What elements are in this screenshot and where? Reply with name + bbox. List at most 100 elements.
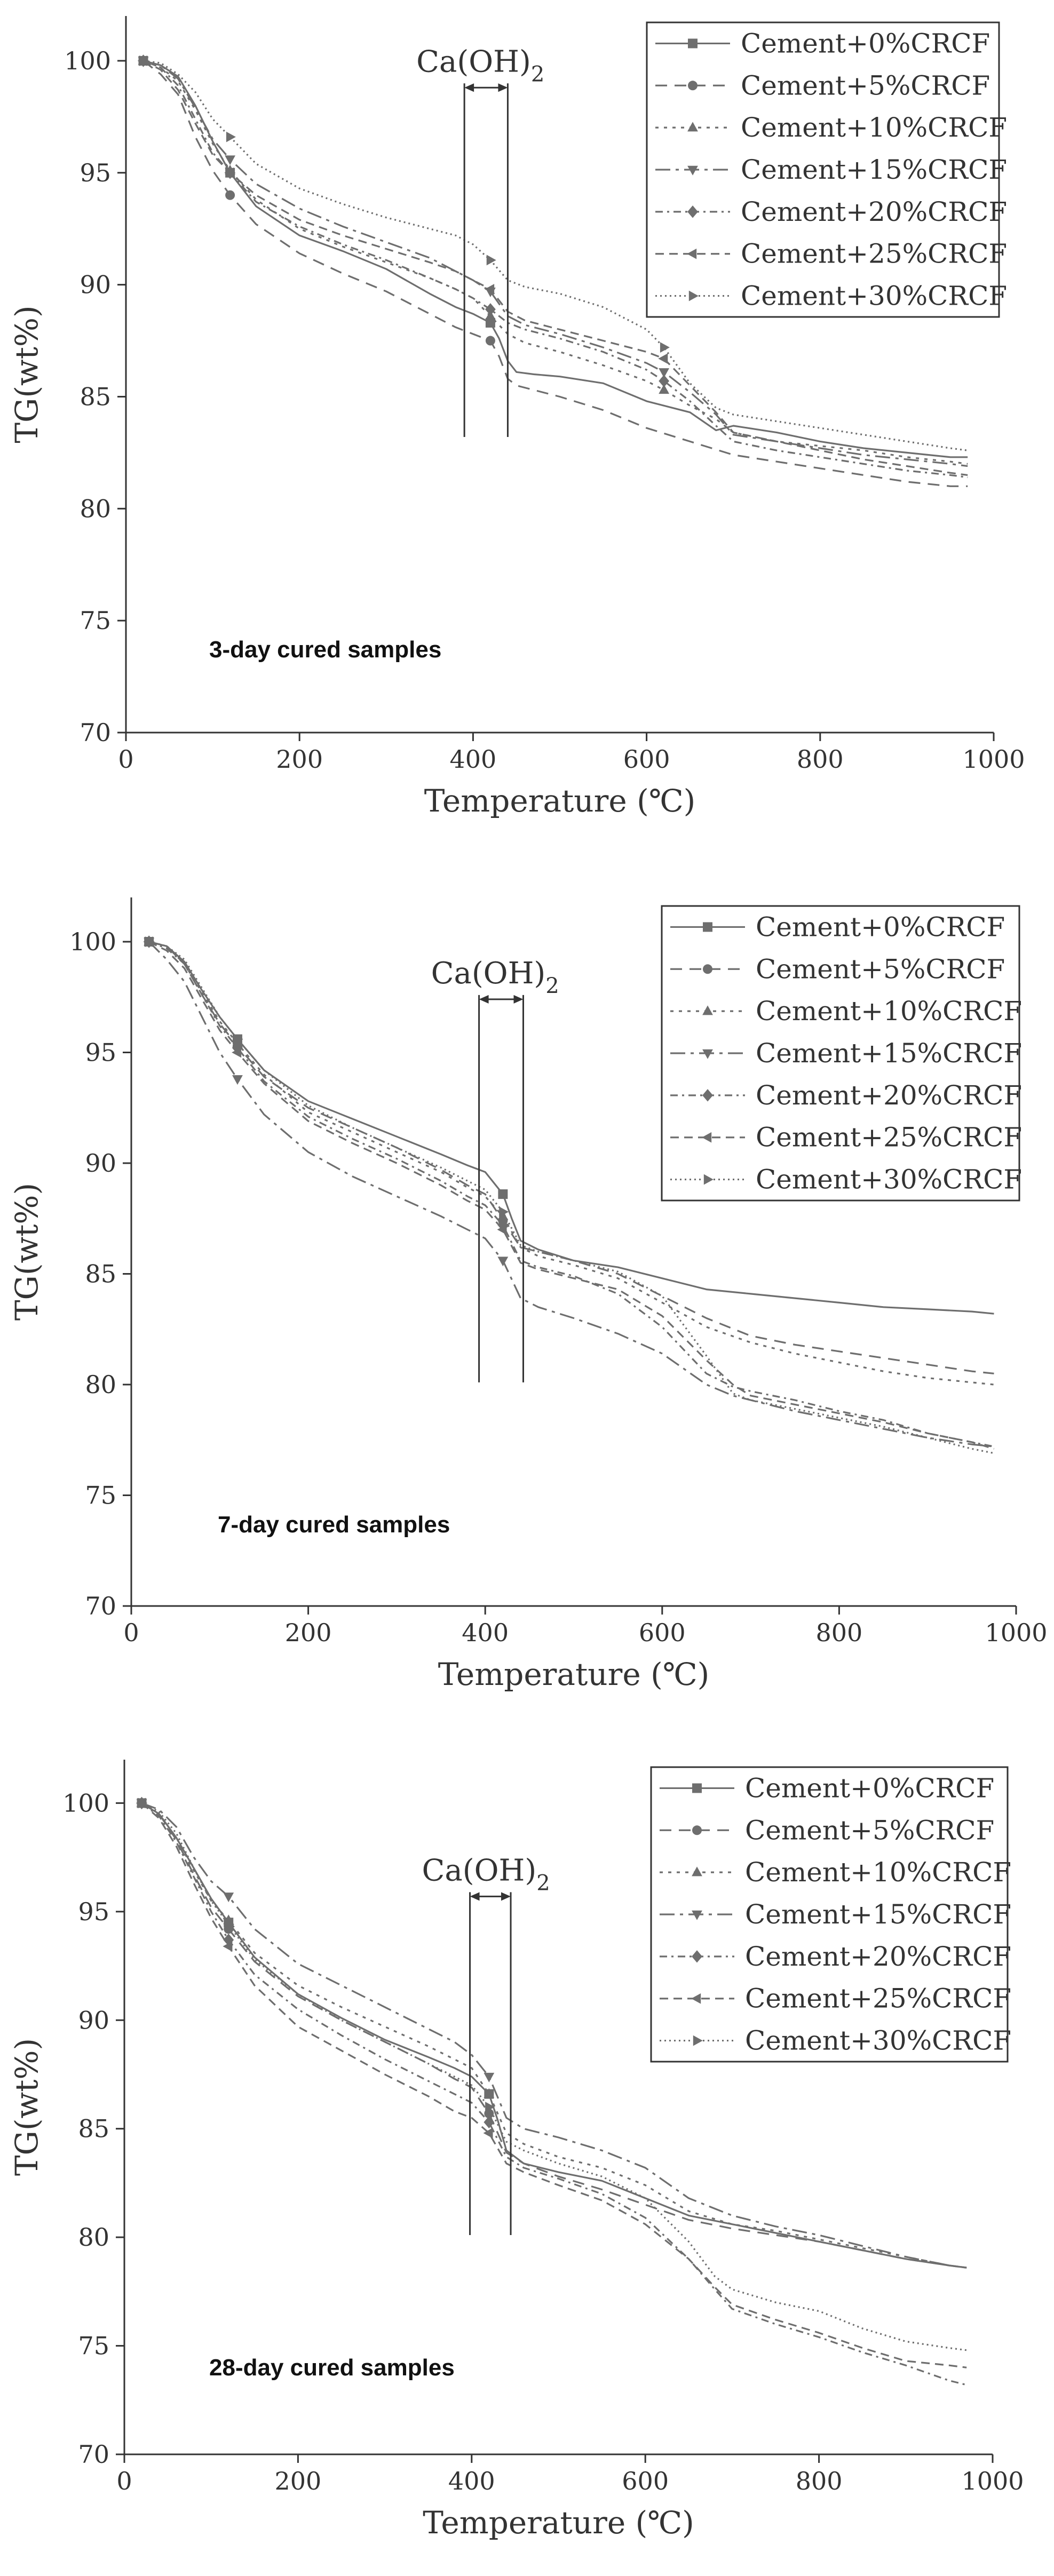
- legend-item: Cement+0%CRCF: [655, 28, 990, 59]
- y-tick-label: 95: [78, 1897, 109, 1926]
- y-tick-label: 95: [80, 158, 111, 187]
- series-line: [148, 941, 994, 1386]
- series-line: [148, 941, 994, 1450]
- arrowhead-left: [470, 1892, 480, 1901]
- legend-label: Cement+20%CRCF: [756, 1080, 1022, 1111]
- x-tick-label: 200: [276, 745, 323, 774]
- x-tick-label: 0: [116, 2467, 132, 2495]
- legend-marker: [687, 165, 698, 176]
- data-point: [660, 342, 670, 353]
- data-point: [484, 2088, 495, 2098]
- y-axis-title: TG(wt%): [9, 305, 45, 443]
- x-tick-label: 600: [639, 1618, 686, 1647]
- tg-chart-2: 0 200 400 600 800 1000 70 75 80 85 90 95 100 Temperat…: [9, 897, 1048, 1692]
- y-tick-label: 75: [85, 1481, 116, 1510]
- tg-chart-3: 0 200 400 600 800 1000 70 75 80 85 90 95 100 Temperat…: [9, 1760, 1024, 2541]
- x-tick-label: 0: [123, 1618, 139, 1647]
- legend-item: Cement+20%CRCF: [670, 1080, 1022, 1111]
- legend-label: Cement+0%CRCF: [756, 911, 1005, 942]
- x-axis-title: Temperature (℃): [424, 783, 696, 819]
- arrowhead-right: [501, 1892, 511, 1901]
- legend-marker: [702, 1005, 713, 1015]
- legend-item: Cement+10%CRCF: [660, 1857, 1011, 1888]
- legend-marker: [703, 1174, 714, 1185]
- y-tick-label: 80: [85, 1370, 116, 1399]
- y-tick-label: 95: [85, 1038, 116, 1067]
- legend-marker: [692, 1825, 702, 1835]
- data-point: [483, 2127, 493, 2138]
- legend-marker: [692, 1910, 702, 1920]
- data-point: [485, 303, 496, 316]
- data-point: [485, 336, 495, 346]
- legend-label: Cement+5%CRCF: [741, 70, 990, 101]
- data-point: [659, 375, 670, 387]
- data-point: [223, 1893, 234, 1903]
- legend-label: Cement+0%CRCF: [741, 28, 990, 59]
- data-point: [233, 1033, 243, 1045]
- legend-marker: [702, 1132, 712, 1143]
- legend-marker: [688, 290, 699, 301]
- x-tick-label: 800: [815, 1618, 862, 1647]
- data-point: [499, 1206, 509, 1218]
- legend-item: Cement+0%CRCF: [660, 1772, 994, 1803]
- caoh2-annotation: Ca(OH)2: [422, 1853, 550, 2236]
- tg-chart-1: 0 200 400 600 800 1000 70 75 80 85 90 95 100 Temperat…: [9, 16, 1025, 819]
- legend-marker: [687, 248, 697, 259]
- y-axis-title: TG(wt%): [9, 1183, 45, 1321]
- legend-item: Cement+10%CRCF: [670, 996, 1022, 1027]
- legend-item: Cement+20%CRCF: [655, 196, 1007, 227]
- x-tick-label: 0: [118, 745, 133, 774]
- legend-marker: [693, 2035, 703, 2046]
- legend-item: Cement+30%CRCF: [660, 2025, 1011, 2056]
- y-tick-label: 100: [69, 927, 116, 956]
- legend: Cement+0%CRCF Cement+5%CRCF Cement+10%CRCF…: [661, 905, 1022, 1202]
- y-tick-label: 75: [80, 606, 111, 635]
- legend-item: Cement+5%CRCF: [660, 1815, 994, 1846]
- legend-marker: [688, 38, 698, 49]
- legend-label: Cement+5%CRCF: [745, 1815, 994, 1846]
- y-tick-label: 85: [78, 2114, 109, 2143]
- legend: Cement+0%CRCF Cement+5%CRCF Cement+10%CRCF…: [650, 1766, 1011, 2063]
- data-point: [225, 155, 236, 165]
- legend-marker: [687, 122, 698, 132]
- data-point: [138, 1798, 148, 1809]
- y-tick-label: 100: [62, 1788, 109, 1817]
- legend-item: Cement+15%CRCF: [655, 154, 1007, 185]
- series-line: [142, 60, 968, 479]
- y-axis-title: TG(wt%): [9, 2038, 45, 2176]
- y-tick-label: 80: [80, 494, 111, 523]
- data-point: [659, 368, 670, 378]
- x-tick-label: 200: [285, 1618, 332, 1647]
- legend-marker: [702, 1089, 713, 1102]
- data-point: [226, 131, 236, 142]
- x-tick-label: 1000: [961, 2467, 1024, 2495]
- series-line: [141, 1802, 967, 2269]
- legend-item: Cement+30%CRCF: [670, 1164, 1022, 1195]
- x-tick-label: 400: [449, 745, 496, 774]
- x-tick-label: 600: [623, 745, 670, 774]
- legend-item: Cement+0%CRCF: [670, 911, 1005, 942]
- series-line: [148, 941, 994, 1315]
- legend-label: Cement+10%CRCF: [741, 112, 1007, 143]
- data-point: [658, 353, 668, 364]
- arrowhead-left: [464, 83, 474, 92]
- legend-item: Cement+15%CRCF: [670, 1038, 1022, 1069]
- y-tick-label: 85: [85, 1260, 116, 1289]
- arrowhead-right: [513, 995, 524, 1004]
- y-tick-label: 90: [80, 271, 111, 299]
- legend-item: Cement+5%CRCF: [670, 953, 1005, 984]
- y-tick-label: 70: [78, 2440, 109, 2469]
- legend-label: Cement+25%CRCF: [756, 1122, 1022, 1153]
- legend-item: Cement+25%CRCF: [655, 238, 1007, 269]
- data-point: [484, 2116, 495, 2129]
- x-tick-label: 1000: [985, 1618, 1047, 1647]
- series-line: [141, 1802, 967, 2386]
- arrowhead-right: [498, 83, 508, 92]
- legend-label: Cement+30%CRCF: [741, 281, 1007, 312]
- x-tick-label: 800: [797, 745, 844, 774]
- legend-marker: [703, 922, 712, 932]
- data-point: [486, 255, 496, 266]
- series-line: [148, 941, 994, 1448]
- legend-marker: [702, 1049, 713, 1059]
- series-line: [141, 1802, 967, 2269]
